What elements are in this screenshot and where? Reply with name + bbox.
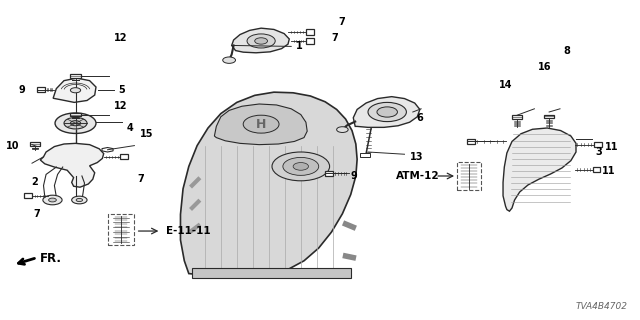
Text: 10: 10 (6, 140, 19, 151)
Text: 13: 13 (410, 152, 423, 162)
Polygon shape (102, 148, 113, 152)
Bar (306, 38, 314, 44)
Circle shape (223, 57, 236, 63)
Text: 1: 1 (296, 41, 303, 52)
Circle shape (337, 127, 348, 132)
Text: 4: 4 (127, 123, 134, 133)
Circle shape (293, 163, 308, 170)
Text: 6: 6 (416, 113, 423, 124)
Bar (120, 154, 128, 159)
Circle shape (70, 88, 81, 93)
Circle shape (76, 198, 83, 202)
Polygon shape (214, 104, 307, 145)
Polygon shape (180, 92, 357, 277)
Polygon shape (53, 78, 96, 102)
Bar (594, 142, 602, 147)
Text: 15: 15 (140, 129, 153, 140)
Bar (467, 139, 475, 144)
Circle shape (377, 107, 397, 117)
Bar (325, 171, 333, 176)
Text: 11: 11 (602, 166, 615, 176)
Circle shape (64, 117, 87, 129)
Text: 2: 2 (31, 177, 38, 188)
Bar (512, 115, 522, 119)
Text: 7: 7 (138, 174, 145, 184)
Text: 12: 12 (114, 100, 127, 111)
Bar (108, 214, 134, 245)
Circle shape (49, 198, 56, 202)
Text: TVA4B4702: TVA4B4702 (575, 302, 627, 311)
Text: 16: 16 (538, 62, 551, 72)
Circle shape (243, 115, 279, 133)
Bar (593, 167, 600, 172)
Circle shape (247, 34, 275, 48)
Bar (360, 153, 370, 157)
Text: H: H (256, 118, 266, 131)
Circle shape (272, 152, 330, 181)
Bar (30, 142, 40, 146)
Text: FR.: FR. (40, 252, 62, 265)
Bar (70, 74, 81, 78)
Text: 9: 9 (351, 171, 358, 181)
Text: 11: 11 (605, 142, 618, 152)
Circle shape (72, 196, 87, 204)
Bar (544, 115, 554, 118)
Bar (457, 162, 481, 190)
Text: E-11-11: E-11-11 (166, 226, 211, 236)
Bar (306, 29, 314, 35)
Text: 14: 14 (499, 80, 513, 90)
Circle shape (368, 102, 406, 122)
Text: 8: 8 (563, 46, 570, 56)
Circle shape (43, 195, 62, 205)
Bar (70, 113, 81, 116)
Polygon shape (503, 128, 576, 211)
Text: 7: 7 (332, 33, 339, 44)
Bar (24, 193, 32, 198)
Text: 7: 7 (338, 17, 345, 28)
Circle shape (255, 38, 268, 44)
Circle shape (283, 157, 319, 175)
Polygon shape (232, 28, 289, 53)
Text: 9: 9 (19, 84, 26, 95)
Text: 3: 3 (595, 147, 602, 157)
Polygon shape (353, 97, 420, 127)
Text: 7: 7 (33, 209, 40, 220)
Circle shape (55, 113, 96, 133)
Polygon shape (40, 143, 104, 187)
Text: ATM-12: ATM-12 (396, 171, 439, 181)
Bar (37, 87, 45, 92)
Text: 5: 5 (118, 84, 125, 95)
Text: 12: 12 (114, 33, 127, 44)
Circle shape (70, 121, 81, 126)
Bar (192, 268, 351, 278)
